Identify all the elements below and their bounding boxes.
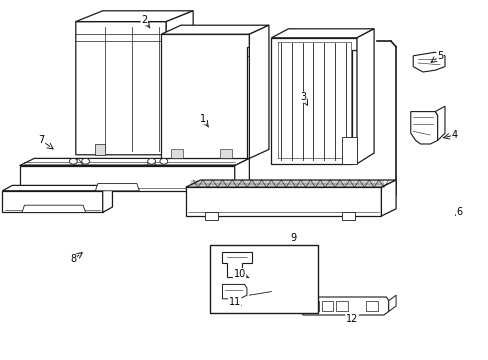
Text: 12: 12: [345, 314, 358, 324]
Polygon shape: [2, 191, 102, 212]
Polygon shape: [222, 284, 246, 299]
Polygon shape: [381, 180, 395, 216]
Text: 10: 10: [233, 269, 245, 279]
Polygon shape: [434, 106, 444, 140]
Polygon shape: [210, 245, 317, 313]
Bar: [306, 301, 318, 311]
Polygon shape: [342, 212, 354, 220]
Polygon shape: [205, 212, 217, 220]
Polygon shape: [342, 137, 356, 164]
Polygon shape: [410, 112, 437, 144]
Text: 5: 5: [436, 51, 442, 61]
Circle shape: [69, 158, 77, 164]
Polygon shape: [185, 187, 381, 216]
Polygon shape: [161, 34, 249, 158]
Polygon shape: [166, 11, 193, 155]
Polygon shape: [388, 295, 395, 311]
Polygon shape: [2, 185, 112, 191]
Text: 6: 6: [456, 207, 462, 217]
Polygon shape: [102, 185, 112, 212]
Circle shape: [147, 158, 155, 164]
Circle shape: [160, 158, 167, 164]
Polygon shape: [271, 38, 356, 164]
Text: 9: 9: [290, 233, 296, 243]
Circle shape: [81, 158, 89, 164]
Text: 8: 8: [70, 254, 76, 264]
Polygon shape: [249, 25, 268, 158]
Polygon shape: [234, 158, 249, 191]
Polygon shape: [171, 149, 183, 158]
Polygon shape: [161, 25, 268, 34]
Polygon shape: [185, 180, 395, 187]
Polygon shape: [20, 158, 249, 166]
Polygon shape: [20, 166, 234, 191]
Bar: [321, 301, 333, 311]
Polygon shape: [271, 29, 373, 38]
Bar: [365, 301, 377, 311]
Polygon shape: [220, 149, 232, 158]
Text: 3: 3: [300, 92, 305, 102]
Polygon shape: [412, 52, 444, 72]
Text: 4: 4: [451, 130, 457, 140]
Polygon shape: [300, 297, 388, 315]
Text: 1: 1: [200, 114, 205, 124]
Polygon shape: [76, 22, 166, 155]
Polygon shape: [356, 29, 373, 164]
Text: 2: 2: [141, 15, 147, 25]
Bar: [336, 301, 347, 311]
Polygon shape: [76, 11, 193, 22]
Text: 11: 11: [228, 297, 241, 307]
Polygon shape: [22, 205, 85, 212]
Polygon shape: [222, 252, 251, 277]
Polygon shape: [95, 144, 105, 155]
Text: 7: 7: [39, 135, 44, 145]
Polygon shape: [95, 184, 139, 191]
